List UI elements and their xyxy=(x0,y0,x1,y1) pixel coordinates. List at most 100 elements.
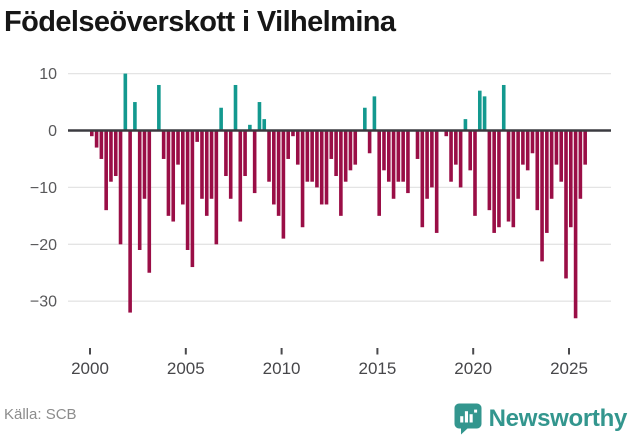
bar-negative xyxy=(497,130,501,228)
bar-positive xyxy=(363,107,367,131)
bar-negative xyxy=(406,130,410,194)
bar-negative xyxy=(109,130,113,182)
bar-negative xyxy=(434,130,439,233)
bar-negative xyxy=(185,130,190,250)
bar-negative xyxy=(166,130,171,216)
bar-negative xyxy=(540,130,544,262)
y-axis-label: 10 xyxy=(39,66,57,83)
bar-positive xyxy=(372,96,377,131)
bar-positive xyxy=(248,124,252,131)
bar-negative xyxy=(137,130,142,250)
bar-negative xyxy=(104,130,108,211)
bar-negative xyxy=(377,130,381,216)
bar-positive xyxy=(262,119,267,131)
bar-negative xyxy=(113,130,118,177)
bar-negative xyxy=(94,130,99,148)
bar-negative xyxy=(195,130,199,142)
x-axis-label: 2020 xyxy=(454,359,492,378)
bar-positive xyxy=(123,73,128,131)
bar-negative xyxy=(382,130,386,171)
bar-negative xyxy=(521,130,525,165)
bar-negative xyxy=(171,130,176,222)
newsworthy-wordmark: Newsworthy xyxy=(488,405,628,432)
bar-negative xyxy=(559,130,564,182)
bar-negative xyxy=(305,130,310,182)
bar-negative xyxy=(430,130,434,188)
bar-negative xyxy=(295,130,300,165)
bar-positive xyxy=(157,84,161,131)
bar-positive xyxy=(257,102,262,131)
bar-negative xyxy=(458,130,463,188)
bar-negative xyxy=(291,130,295,137)
bar-negative xyxy=(209,130,214,199)
bar-negative xyxy=(492,130,496,233)
bar-negative xyxy=(415,130,420,159)
bar-negative xyxy=(329,130,334,159)
bar-negative xyxy=(310,130,314,182)
bar-positive xyxy=(463,119,468,131)
y-axis-label: −20 xyxy=(30,237,57,254)
bar-negative xyxy=(506,130,511,222)
bar-negative xyxy=(396,130,401,182)
bar-positive xyxy=(133,102,137,131)
bar-positive xyxy=(477,90,482,131)
bar-negative xyxy=(334,130,338,177)
bar-negative xyxy=(161,130,166,159)
bar-negative xyxy=(348,130,353,171)
bar-negative xyxy=(339,130,343,216)
x-axis-label: 2000 xyxy=(71,359,109,378)
bar-negative xyxy=(535,130,540,211)
bar-negative xyxy=(554,130,559,165)
bar-negative xyxy=(386,130,391,182)
bar-negative xyxy=(444,130,449,137)
bar-negative xyxy=(343,130,348,182)
bar-negative xyxy=(238,130,243,222)
bar-negative xyxy=(99,130,104,159)
bar-negative xyxy=(525,130,530,171)
bar-negative xyxy=(214,130,219,245)
bar-negative xyxy=(487,130,492,211)
bar-negative xyxy=(454,130,458,165)
bar-negative xyxy=(281,130,286,239)
bar-negative xyxy=(142,130,147,199)
bar-negative xyxy=(204,130,209,216)
bar-negative xyxy=(569,130,573,228)
bar-negative xyxy=(367,130,372,154)
bar-negative xyxy=(473,130,477,216)
bar-negative xyxy=(353,130,358,165)
x-axis-label: 2025 xyxy=(550,359,588,378)
bar-negative xyxy=(272,130,276,205)
chart-title: Födelseöverskott i Vilhelmina xyxy=(4,6,396,38)
bar-negative xyxy=(228,130,233,199)
bar-negative xyxy=(564,130,568,279)
bar-negative xyxy=(516,130,520,199)
bar-positive xyxy=(482,96,487,131)
bar-negative xyxy=(176,130,180,165)
bar-negative xyxy=(578,130,583,199)
bar-negative xyxy=(549,130,554,199)
y-axis-label: 0 xyxy=(48,123,57,140)
bar-positive xyxy=(501,84,506,131)
bar-negative xyxy=(276,130,281,216)
bar-negative xyxy=(583,130,587,165)
x-axis-label: 2005 xyxy=(167,359,205,378)
bar-negative xyxy=(573,130,578,319)
bar-negative xyxy=(118,130,123,245)
bar-negative xyxy=(425,130,429,199)
bar-positive xyxy=(233,84,238,131)
bar-negative xyxy=(511,130,516,228)
x-axis-label: 2015 xyxy=(358,359,396,378)
bar-negative xyxy=(224,130,228,177)
newsworthy-logo: Newsworthy xyxy=(454,403,627,435)
bar-negative xyxy=(181,130,185,205)
bar-negative xyxy=(545,130,549,233)
bar-negative xyxy=(530,130,535,154)
bar-negative xyxy=(319,130,324,205)
bar-negative xyxy=(324,130,329,205)
bar-positive xyxy=(219,107,223,131)
bar-negative xyxy=(468,130,473,171)
x-axis-label: 2010 xyxy=(263,359,301,378)
bar-negative xyxy=(286,130,290,159)
bar-negative xyxy=(391,130,396,199)
